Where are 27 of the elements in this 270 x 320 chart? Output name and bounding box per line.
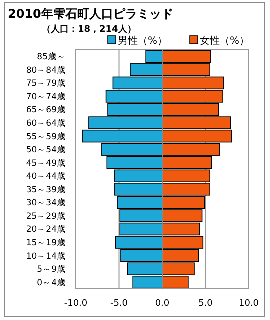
y-tick-label: 80～84歳 — [26, 64, 66, 76]
y-tick-label: 20～24歳 — [26, 224, 66, 236]
y-tick-label: 50～54歳 — [26, 144, 66, 156]
y-tick-label: 60～64歳 — [26, 118, 66, 130]
y-tick-label: 40～44歳 — [26, 171, 66, 182]
x-tick-label: -10.0 — [64, 299, 88, 309]
y-tick-label: 45～49歳 — [26, 158, 66, 169]
y-tick-label: 0～4歳 — [37, 277, 66, 288]
legend-label: 男性（%） — [118, 35, 168, 47]
y-tick-label: 70～74歳 — [26, 91, 66, 102]
y-tick-label: 30～34歳 — [26, 198, 66, 209]
chart-title: 2010年雫石町人口ピラミッド — [8, 7, 174, 21]
y-tick-label: 25～29歳 — [26, 210, 66, 222]
y-tick-label: 5～9歳 — [37, 264, 66, 276]
x-tick-label: 0.0 — [155, 299, 170, 309]
x-tick-label: 5.0 — [198, 299, 214, 309]
y-tick-label: 85歳～ — [37, 52, 66, 63]
x-tick-label: -5.0 — [110, 299, 128, 309]
y-tick-label: 35～39歳 — [26, 184, 66, 196]
x-tick-label: 10.0 — [238, 299, 260, 309]
y-tick-label: 10～14歳 — [26, 250, 66, 262]
y-tick-label: 55～59歳 — [26, 131, 66, 142]
chart-subtitle: （人口：18，214人） — [42, 24, 136, 35]
legend-label: 女性（%） — [200, 35, 250, 47]
y-tick-label: 75～79歳 — [26, 78, 66, 90]
y-tick-label: 65～69歳 — [26, 104, 66, 116]
y-tick-label: 15～19歳 — [26, 238, 66, 249]
